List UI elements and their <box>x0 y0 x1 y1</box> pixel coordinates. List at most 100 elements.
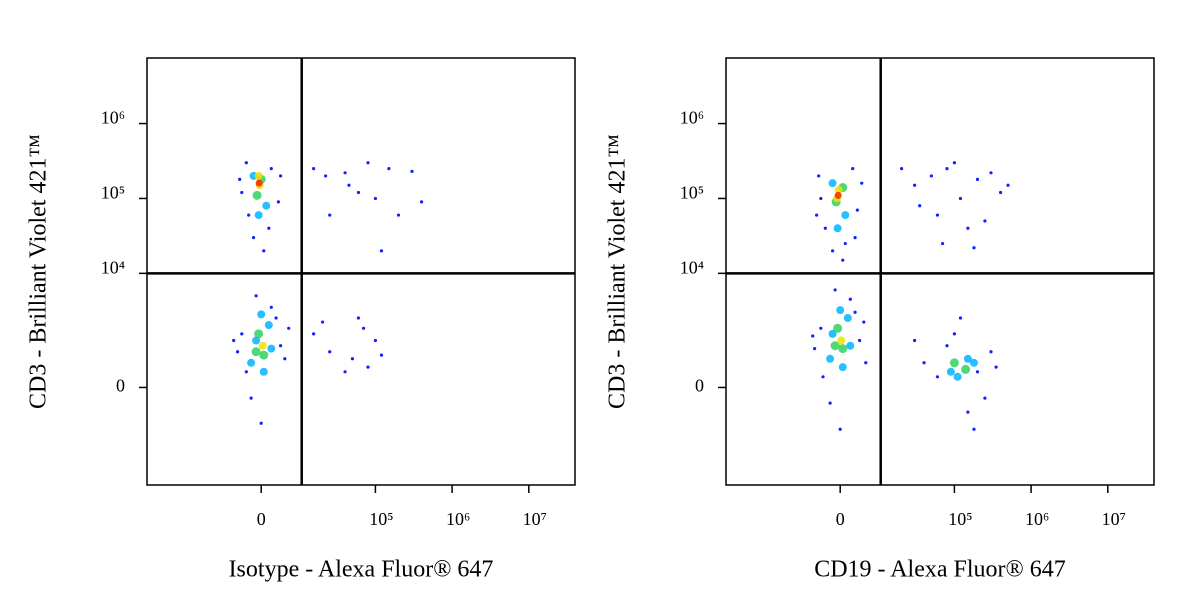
event-dot <box>983 396 987 400</box>
event-dot <box>922 361 926 365</box>
event-dot <box>841 211 850 220</box>
event-dot <box>821 375 825 379</box>
event-dot <box>254 329 264 339</box>
y-tick-label: 10⁵ <box>680 183 704 203</box>
y-axis-label: CD3 - Brilliant Violet 421™ <box>26 134 52 409</box>
event-dot <box>823 226 827 230</box>
event-dot <box>274 316 278 320</box>
event-dot <box>267 344 276 353</box>
event-dot <box>366 161 370 165</box>
event-dot <box>828 329 837 338</box>
event-dot <box>975 370 980 374</box>
event-dot <box>958 196 963 201</box>
y-axis-label: CD3 - Brilliant Violet 421™ <box>605 134 631 409</box>
event-dot <box>278 174 283 178</box>
y-tick-label: 10⁵ <box>101 183 125 203</box>
event-dot <box>328 350 332 354</box>
event-dot <box>918 204 922 208</box>
event-dot <box>269 167 273 171</box>
event-dot <box>975 177 980 181</box>
event-dot <box>251 347 261 357</box>
event-dot <box>312 332 316 336</box>
event-dot <box>851 167 855 171</box>
event-dot <box>857 338 862 343</box>
event-dot <box>935 213 940 217</box>
event-dot <box>940 241 945 246</box>
x-tick-label: 0 <box>836 509 845 529</box>
event-dot <box>366 365 370 369</box>
event-dot <box>232 338 236 343</box>
event-dot <box>276 200 280 204</box>
event-dot <box>846 341 855 350</box>
event-dot <box>952 161 957 165</box>
event-dot <box>259 350 269 360</box>
event-dot <box>373 338 378 343</box>
x-tick-label: 10⁶ <box>1025 509 1049 529</box>
event-dot <box>945 167 949 171</box>
event-dot <box>848 297 852 301</box>
event-dot <box>833 224 842 233</box>
event-dot <box>410 169 414 173</box>
event-dot <box>373 196 378 201</box>
event-dot <box>267 226 271 230</box>
event-dot <box>929 174 934 178</box>
event-dot <box>838 344 848 354</box>
y-tick-label: 10⁴ <box>101 257 125 277</box>
event-dot <box>972 246 976 250</box>
event-dot <box>254 171 263 180</box>
x-tick-label: 10⁷ <box>523 509 547 529</box>
x-axis-label: CD19 - Alexa Fluor® 647 <box>814 557 1066 583</box>
event-dot <box>983 219 987 223</box>
event-dot <box>278 344 283 348</box>
event-dot <box>828 179 837 188</box>
event-dot <box>843 241 847 246</box>
event-dot <box>396 213 401 217</box>
event-dot <box>998 190 1003 195</box>
event-dot <box>841 258 845 262</box>
event-dot <box>913 183 917 187</box>
event-dot <box>251 236 256 240</box>
event-dot <box>972 427 976 431</box>
event-dot <box>834 191 842 199</box>
event-dot <box>838 427 842 431</box>
event-dot <box>320 320 325 324</box>
event-dot <box>952 332 957 336</box>
event-dot <box>860 181 864 185</box>
event-dot <box>324 174 328 178</box>
event-dot <box>343 370 347 374</box>
event-dot <box>819 196 823 201</box>
event-dot <box>830 341 840 351</box>
event-dot <box>826 354 835 363</box>
event-dot <box>244 370 248 374</box>
event-dot <box>864 361 868 365</box>
x-tick-label: 10⁷ <box>1102 509 1126 529</box>
event-dot <box>1006 183 1010 187</box>
plot-frame <box>146 57 576 486</box>
event-dot <box>343 171 347 175</box>
event-dot <box>913 338 917 343</box>
x-tick-label: 10⁶ <box>446 509 470 529</box>
y-tick-label: 10⁶ <box>101 108 125 128</box>
event-dot <box>379 353 384 357</box>
y-tick-label: 10⁴ <box>680 257 704 277</box>
event-dot <box>350 357 355 361</box>
event-dot <box>945 344 949 348</box>
event-dot <box>379 249 384 253</box>
x-tick-label: 10⁵ <box>948 509 972 529</box>
event-dot <box>862 320 866 324</box>
y-tick-label: 0 <box>695 376 704 396</box>
event-dot <box>262 201 271 210</box>
event-dot <box>949 358 959 368</box>
event-dot <box>899 167 904 171</box>
event-dot <box>255 179 263 187</box>
event-dot <box>953 372 962 381</box>
event-dot <box>837 336 846 345</box>
y-tick-label: 10⁶ <box>680 108 704 128</box>
event-dot <box>966 226 970 230</box>
event-dot <box>347 183 351 187</box>
event-dot <box>254 211 263 220</box>
event-dot <box>853 310 857 314</box>
event-dot <box>969 358 978 367</box>
event-dot <box>269 305 273 309</box>
